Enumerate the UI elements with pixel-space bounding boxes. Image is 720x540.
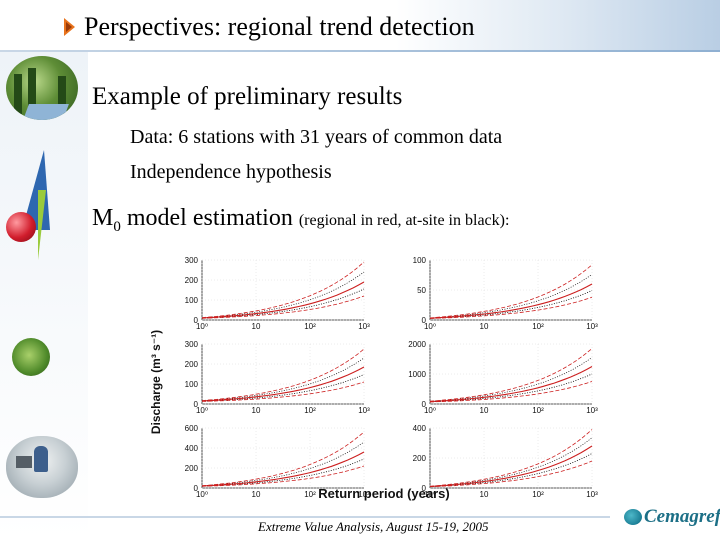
discharge-return-period-figure: Discharge (m³ s⁻¹) Return period (years)… [144, 242, 614, 504]
panel-4-x-tick-label: 10⁰ [424, 406, 436, 415]
title-arrow-shadow-icon [66, 22, 72, 32]
panel-3-y-tick-label: 100 [185, 380, 199, 389]
panel-6-y-tick-label: 400 [413, 424, 427, 433]
panel-1-x-tick-label: 10² [304, 322, 316, 331]
chart-svg: Discharge (m³ s⁻¹) Return period (years)… [149, 256, 598, 501]
panel-1-x-tick-label: 10³ [358, 322, 370, 331]
footer-divider [0, 516, 610, 518]
panel-4-y-tick-label: 1000 [408, 370, 426, 379]
model-heading-text: model estimation [120, 205, 299, 231]
panel-5-regional-upper-bound [201, 431, 365, 487]
panel-4-x-tick-label: 10³ [586, 406, 598, 415]
panel-2-regional-estimate [429, 283, 593, 319]
leaf-photo-icon [12, 338, 50, 376]
panel-3-y-tick-label: 200 [185, 360, 199, 369]
panel-2-x-tick-label: 10³ [586, 322, 598, 331]
panel-1-regional-upper-bound [201, 261, 365, 319]
panel-2-y-tick-label: 50 [417, 286, 426, 295]
y-axis-label: Discharge (m³ s⁻¹) [149, 330, 163, 434]
panel-5-y-tick-label: 400 [185, 444, 199, 453]
panel-6-regional-lower-bound [429, 460, 593, 488]
panel-6-x-tick-label: 10² [532, 490, 544, 499]
panel-6-x-tick-label: 10³ [586, 490, 598, 499]
panel-1-regional-estimate [201, 281, 365, 319]
red-ball-decoration-icon [6, 212, 36, 242]
panel-4-regional-upper-bound [429, 348, 593, 402]
green-sail-decoration-icon [38, 190, 46, 260]
panel-1-regional-lower-bound [201, 295, 365, 319]
panel-1-x-tick-label: 10⁰ [196, 322, 208, 331]
panel-4-regional-lower-bound [429, 381, 593, 403]
panel-6-y-tick-label: 200 [413, 454, 427, 463]
panel-2-x-tick-label: 10⁰ [424, 322, 436, 331]
panel-4-x-tick-label: 10² [532, 406, 544, 415]
panel-2-at-site-bound [429, 274, 593, 319]
panel-4-regional-estimate [429, 366, 593, 403]
panel-3-y-tick-label: 300 [185, 340, 199, 349]
header-bar [0, 0, 720, 52]
panel-4-x-tick-label: 10 [480, 406, 489, 415]
panel-1-y-tick-label: 100 [185, 296, 199, 305]
panel-2-regional-lower-bound [429, 296, 593, 319]
panel-6-regional-estimate [429, 445, 593, 488]
panel-6-at-site-bound [429, 437, 593, 487]
panel-2-x-tick-label: 10 [480, 322, 489, 331]
panel-3-regional-lower-bound [201, 381, 365, 402]
bullet-data: Data: 6 stations with 31 years of common… [130, 126, 503, 148]
panel-6-at-site-estimate [429, 453, 593, 488]
panel-5-regional-lower-bound [201, 465, 365, 487]
panel-5-y-tick-label: 600 [185, 424, 199, 433]
panel-4-at-site-bound [429, 357, 593, 402]
section-heading: Example of preliminary results [92, 83, 403, 110]
panel-4-y-tick-label: 2000 [408, 340, 426, 349]
panel-5-x-tick-label: 10 [252, 490, 261, 499]
panel-5-y-tick-label: 0 [194, 484, 199, 493]
panel-5-regional-estimate [201, 451, 365, 487]
panel-1-y-tick-label: 0 [194, 316, 199, 325]
header-divider [0, 50, 720, 52]
panel-2-regional-upper-bound [429, 264, 593, 319]
panel-2-y-tick-label: 0 [422, 316, 427, 325]
panel-1-y-tick-label: 200 [185, 276, 199, 285]
panel-2-x-tick-label: 10² [532, 322, 544, 331]
panel-1-x-tick-label: 10 [252, 322, 261, 331]
laboratory-photo-icon [6, 436, 78, 498]
panel-1-y-tick-label: 300 [185, 256, 199, 265]
panel-5-x-tick-label: 10³ [358, 490, 370, 499]
panel-6-x-tick-label: 10⁰ [424, 490, 436, 499]
panel-3-x-tick-label: 10³ [358, 406, 370, 415]
model-subscript: 0 [113, 218, 121, 235]
panel-3-regional-upper-bound [201, 348, 365, 401]
forest-river-photo-icon [6, 56, 78, 120]
panel-3-regional-estimate [201, 366, 365, 402]
panel-1-at-site-bound [201, 271, 365, 319]
panel-2-y-tick-label: 100 [413, 256, 427, 265]
model-heading: M0 model estimation (regional in red, at… [92, 205, 509, 236]
panel-6-regional-upper-bound [429, 429, 593, 487]
x-axis-label: Return period (years) [318, 486, 449, 501]
panel-5-y-tick-label: 200 [185, 464, 199, 473]
panel-5-x-tick-label: 10² [304, 490, 316, 499]
footer-conference: Extreme Value Analysis, August 15-19, 20… [258, 519, 489, 534]
panel-3-x-tick-label: 10² [304, 406, 316, 415]
panel-6-y-tick-label: 0 [422, 484, 427, 493]
bullet-hypothesis: Independence hypothesis [130, 161, 332, 183]
model-heading-note: (regional in red, at-site in black): [298, 212, 510, 229]
panel-4-y-tick-label: 0 [422, 400, 427, 409]
panel-3-at-site-bound [201, 357, 365, 402]
panel-3-x-tick-label: 10⁰ [196, 406, 208, 415]
cemagref-logo-text: Cemagref [644, 506, 720, 527]
model-symbol: M [92, 205, 114, 231]
panel-3-y-tick-label: 0 [194, 400, 199, 409]
panel-5-at-site-bound [201, 441, 365, 487]
panel-5-x-tick-label: 10⁰ [196, 490, 208, 499]
panel-6-x-tick-label: 10 [480, 490, 489, 499]
panel-3-x-tick-label: 10 [252, 406, 261, 415]
cemagref-logo-icon [624, 509, 642, 525]
slide-title: Perspectives: regional trend detection [84, 12, 475, 41]
